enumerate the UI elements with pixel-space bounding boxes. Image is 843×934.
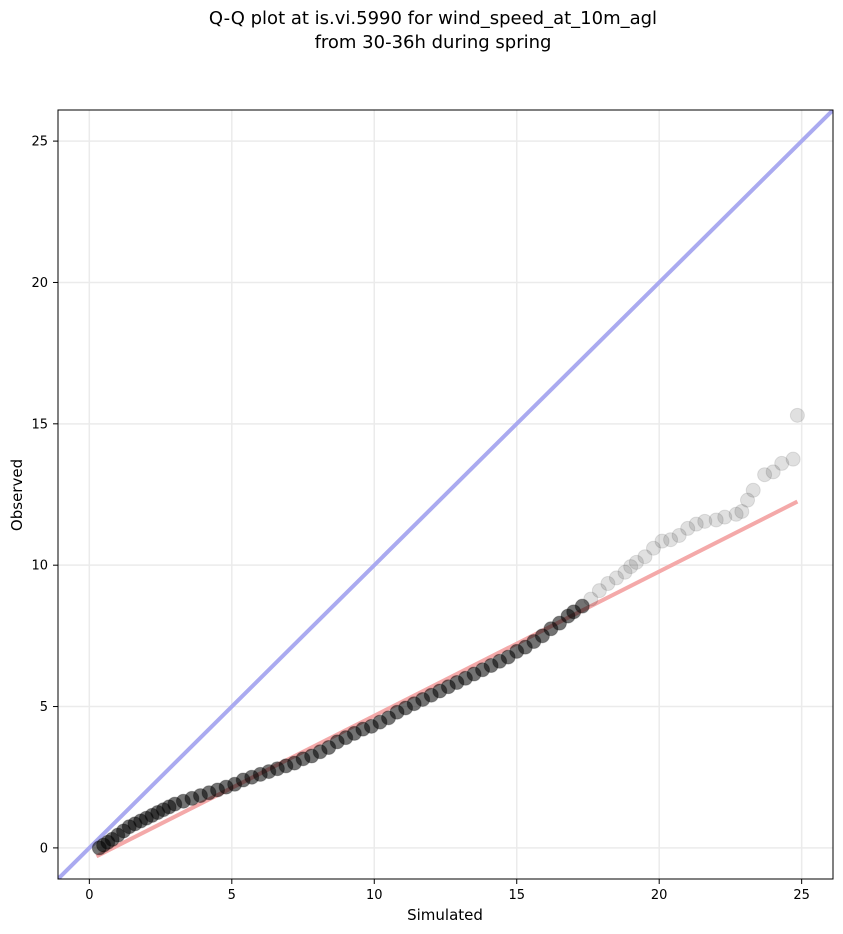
x-tick-label: 5 <box>228 888 236 903</box>
y-tick-label: 0 <box>40 841 48 856</box>
y-tick-label: 20 <box>31 276 48 291</box>
x-tick-label: 20 <box>651 888 668 903</box>
data-point <box>608 570 624 586</box>
data-point <box>765 464 781 480</box>
data-point <box>745 482 761 498</box>
data-point <box>789 407 805 423</box>
fit-line <box>95 499 799 859</box>
x-axis-label: Simulated <box>407 906 483 924</box>
data-point <box>708 512 724 528</box>
data-point <box>728 506 744 522</box>
data-point <box>785 451 801 467</box>
data-point <box>697 513 713 529</box>
data-point <box>688 516 704 532</box>
y-axis-label: Observed <box>8 459 26 531</box>
data-point <box>617 564 633 580</box>
data-point <box>717 509 733 525</box>
data-point <box>680 520 696 536</box>
data-point <box>623 559 639 575</box>
y-tick-label: 10 <box>31 559 48 574</box>
y-tick-label: 15 <box>31 417 48 432</box>
reference-lines <box>58 110 833 879</box>
x-tick-label: 10 <box>366 888 383 903</box>
x-tick-label: 25 <box>793 888 810 903</box>
data-point <box>591 583 607 599</box>
y-tick-label: 5 <box>40 700 48 715</box>
data-point <box>583 591 599 607</box>
data-point <box>671 527 687 543</box>
data-point <box>637 549 653 565</box>
data-point <box>574 598 590 614</box>
data-point <box>663 532 679 548</box>
data-point <box>600 576 616 592</box>
chart-title-line-2: from 30-36h during spring <box>315 32 552 53</box>
y-axis-ticks: 0 5 10 15 20 25 <box>31 135 58 856</box>
x-tick-label: 15 <box>508 888 525 903</box>
data-points <box>91 407 805 856</box>
identity-reference-line <box>58 110 833 879</box>
data-point <box>654 533 670 549</box>
grid <box>58 110 833 879</box>
data-point <box>628 554 644 570</box>
data-point <box>757 467 773 483</box>
chart-title-line-1: Q-Q plot at is.vi.5990 for wind_speed_at… <box>209 8 657 29</box>
x-axis-ticks: 0 5 10 15 20 25 <box>85 879 810 903</box>
y-tick-label: 25 <box>31 135 48 150</box>
data-point <box>740 492 756 508</box>
data-point <box>645 540 661 556</box>
data-point <box>774 455 790 471</box>
x-tick-label: 0 <box>85 888 93 903</box>
plot-frame <box>57 109 834 880</box>
data-point <box>734 503 750 519</box>
